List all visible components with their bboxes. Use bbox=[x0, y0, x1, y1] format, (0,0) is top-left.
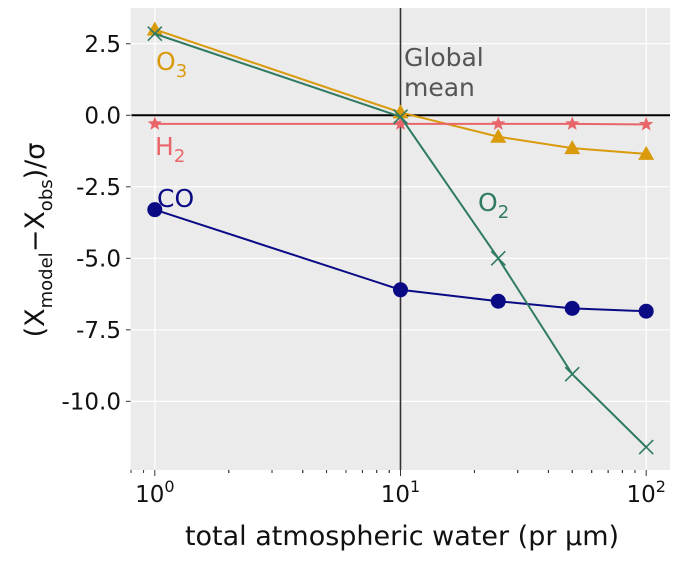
data-point bbox=[565, 116, 580, 130]
x-axis-title: total atmospheric water (pr μm) bbox=[185, 521, 619, 552]
series-label-CO: CO bbox=[157, 184, 194, 213]
series-label-H2: H2 bbox=[155, 132, 185, 167]
y-axis-title-text: (Xmodel−Xobs)/σ bbox=[20, 143, 57, 338]
series-H2 bbox=[147, 116, 654, 131]
data-point bbox=[147, 202, 163, 218]
data-point bbox=[393, 282, 408, 298]
global-mean-label: mean bbox=[404, 73, 475, 102]
data-point bbox=[564, 300, 580, 316]
data-point bbox=[638, 439, 654, 455]
data-point bbox=[638, 303, 654, 319]
global-mean-label: Global bbox=[404, 43, 484, 72]
y-tick-label: 0.0 bbox=[84, 103, 121, 129]
axes: 2.5 0.0 -2.5 -5.0 -7.5 -10.0 100 101 102 bbox=[61, 8, 666, 508]
data-point bbox=[490, 128, 507, 143]
data-point bbox=[490, 250, 506, 266]
series-label-O3: O3 bbox=[156, 47, 187, 82]
data-point bbox=[639, 116, 654, 131]
series-O2 bbox=[147, 26, 654, 455]
data-point bbox=[146, 21, 163, 36]
y-tick-label: -2.5 bbox=[76, 175, 121, 201]
y-tick-label: -7.5 bbox=[76, 318, 121, 344]
y-axis-title: (Xmodel−Xobs)/σ bbox=[20, 143, 57, 338]
data-point bbox=[564, 366, 580, 382]
y-tick-label: -5.0 bbox=[76, 246, 121, 272]
x-tick-label: 100 bbox=[135, 477, 174, 508]
data-point bbox=[147, 116, 162, 130]
data-point bbox=[147, 26, 163, 42]
x-tick-label: 101 bbox=[381, 477, 420, 508]
data-point bbox=[393, 116, 408, 130]
y-tick-label: 2.5 bbox=[84, 32, 121, 58]
series-CO bbox=[147, 202, 654, 319]
y-tick-label: -10.0 bbox=[61, 389, 121, 415]
data-point bbox=[491, 116, 506, 130]
data-point bbox=[490, 293, 506, 309]
series-label-O2: O2 bbox=[478, 188, 509, 223]
x-tick-label: 102 bbox=[626, 477, 665, 508]
data-point bbox=[392, 109, 409, 125]
data-point bbox=[564, 140, 581, 155]
data-point bbox=[638, 145, 655, 160]
series-layer bbox=[146, 21, 655, 455]
